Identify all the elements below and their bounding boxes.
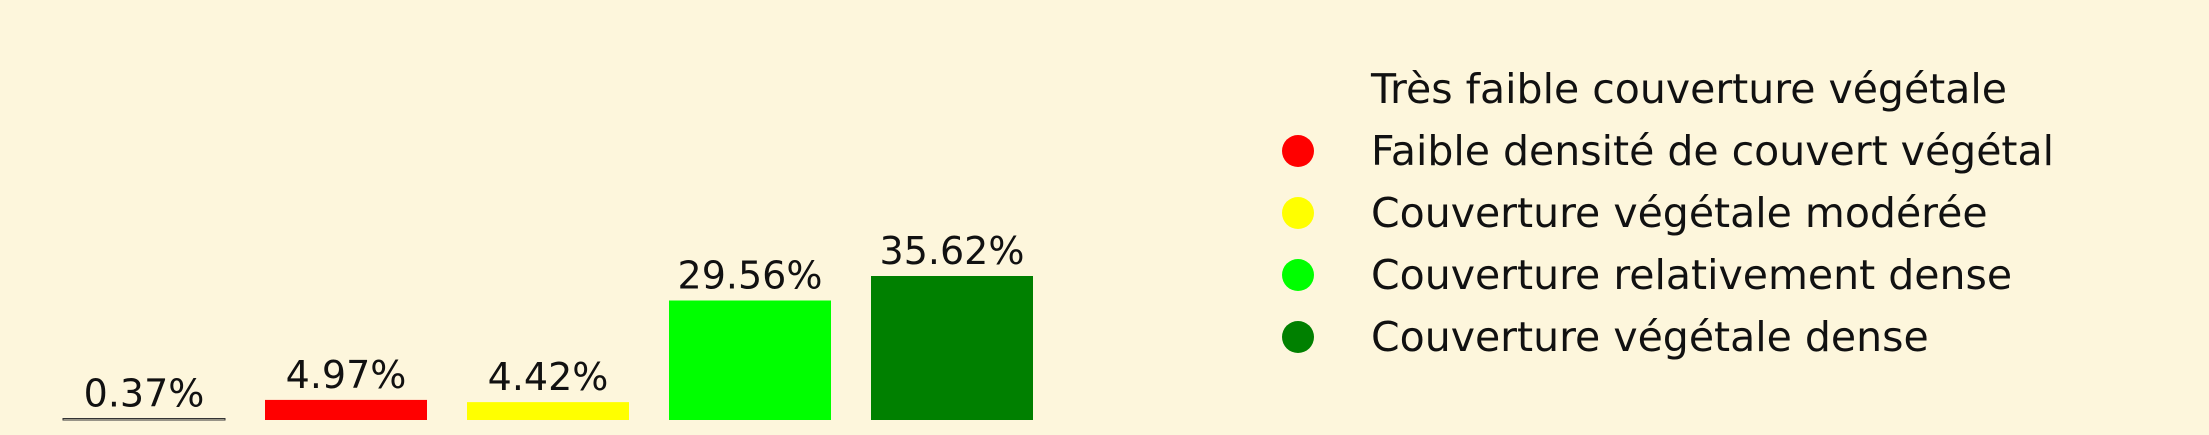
- bar-value-label-5: 35.62%: [880, 229, 1025, 273]
- legend-label: Couverture végétale modérée: [1371, 189, 1988, 237]
- bar-2: [265, 399, 427, 420]
- legend-swatch-icon: [1282, 197, 1314, 229]
- legend-item-4: Couverture relativement dense: [1265, 244, 2054, 306]
- bar-3: [467, 402, 629, 420]
- bar-value-label-3: 4.42%: [488, 355, 609, 399]
- legend-swatch-icon: [1282, 135, 1314, 167]
- legend-swatch-icon: [1282, 73, 1314, 105]
- legend-swatch-icon: [1282, 321, 1314, 353]
- legend-label: Couverture végétale dense: [1371, 313, 1929, 361]
- bar-4: [669, 300, 831, 420]
- legend-item-5: Couverture végétale dense: [1265, 306, 2054, 368]
- legend-label: Très faible couverture végétale: [1371, 65, 2008, 113]
- bar-value-label-4: 29.56%: [678, 253, 823, 297]
- chart-legend: Très faible couverture végétale Faible de…: [1265, 58, 2054, 368]
- legend-item-2: Faible densité de couvert végétal: [1265, 120, 2054, 182]
- legend-item-1: Très faible couverture végétale: [1265, 58, 2054, 120]
- legend-label: Couverture relativement dense: [1371, 251, 2013, 299]
- bar-1: [62, 418, 226, 421]
- legend-label: Faible densité de couvert végétal: [1371, 127, 2055, 175]
- bar-5: [871, 276, 1033, 420]
- bar-value-label-2: 4.97%: [286, 353, 407, 397]
- legend-swatch-icon: [1282, 259, 1314, 291]
- bar-value-label-1: 0.37%: [84, 372, 205, 416]
- legend-item-3: Couverture végétale modérée: [1265, 182, 2054, 244]
